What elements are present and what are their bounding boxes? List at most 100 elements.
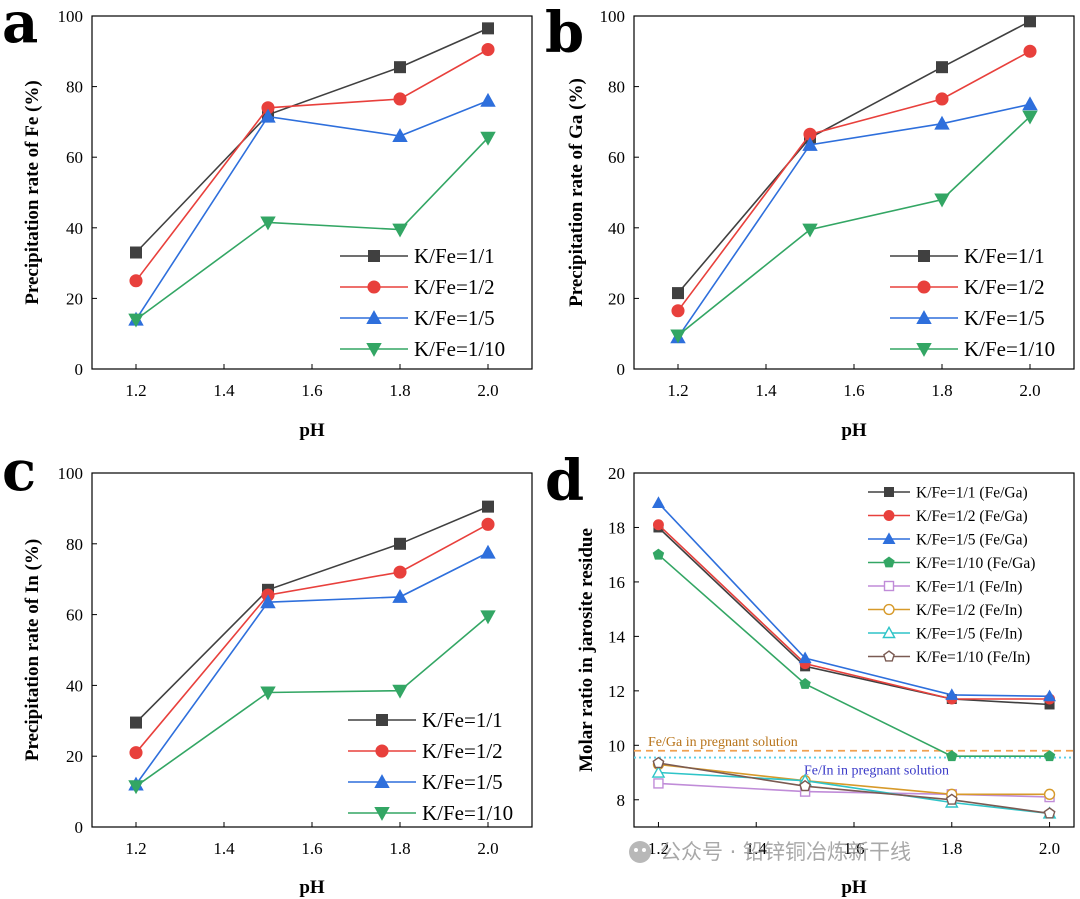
legend-marker xyxy=(367,280,381,294)
chart-panel-d: 8 10 12 14 16 18 20 1.2 1.4 1.6 1.8 2.0 pH Molar rati… xyxy=(576,464,1075,898)
data-point xyxy=(799,677,811,689)
x-tick-label: 1.2 xyxy=(667,381,688,400)
data-point xyxy=(128,313,144,328)
legend-marker xyxy=(882,625,896,639)
legend-marker xyxy=(883,603,895,616)
data-point xyxy=(936,61,948,74)
legend-label: K/Fe=1/10 xyxy=(414,337,505,361)
series-line xyxy=(135,505,489,724)
series-line xyxy=(658,771,1050,815)
watermark-text: 公众号 · 铅锌铜冶炼新干线 xyxy=(660,840,911,864)
y-tick-label: 0 xyxy=(75,818,84,837)
y-tick-label: 20 xyxy=(66,747,83,766)
wechat-icon-eye-right xyxy=(642,848,646,852)
legend-marker xyxy=(916,310,932,324)
data-point xyxy=(128,780,144,795)
x-tick-label: 1.8 xyxy=(931,381,952,400)
data-point xyxy=(1043,689,1057,702)
y-tick-label: 10 xyxy=(608,736,625,755)
legend-marker xyxy=(375,744,389,758)
x-tick-label: 1.8 xyxy=(941,839,962,858)
legend-label: K/Fe=1/5 (Fe/Ga) xyxy=(916,532,1028,549)
data-point xyxy=(1023,44,1037,58)
data-point xyxy=(392,128,408,143)
panel-letter-d: d xyxy=(545,448,584,514)
data-point xyxy=(946,750,958,762)
data-point xyxy=(1043,788,1056,800)
legend-marker xyxy=(374,807,390,821)
legend-label: K/Fe=1/1 xyxy=(422,708,503,732)
data-point xyxy=(934,193,950,208)
legend-marker xyxy=(368,250,380,262)
x-tick-label: 1.6 xyxy=(843,839,864,858)
data-point xyxy=(480,92,496,107)
series-line xyxy=(657,524,1050,700)
data-point xyxy=(129,274,143,288)
x-tick-label: 2.0 xyxy=(1039,839,1060,858)
x-axis-title: pH xyxy=(299,420,325,441)
data-point xyxy=(671,304,685,318)
legend-label: K/Fe=1/10 (Fe/Ga) xyxy=(916,555,1035,572)
legend-label: K/Fe=1/2 xyxy=(964,275,1045,299)
series-line xyxy=(677,50,1031,312)
y-tick-label: 20 xyxy=(608,289,625,308)
x-tick-label: 1.4 xyxy=(213,381,235,400)
data-point xyxy=(481,517,495,531)
data-point xyxy=(670,329,686,344)
chart-panel-c: 0 20 40 60 80 100 1.2 1.4 1.6 1.8 2.0 pH Precipitati… xyxy=(22,464,533,898)
y-tick-label: 80 xyxy=(66,535,83,554)
data-point xyxy=(651,765,666,778)
y-tick-label: 60 xyxy=(608,148,625,167)
legend-label: K/Fe=1/5 (Fe/In) xyxy=(916,626,1022,643)
series-line xyxy=(657,554,1050,758)
data-point xyxy=(653,778,664,789)
data-point xyxy=(1024,15,1036,28)
data-point xyxy=(945,793,958,805)
x-tick-label: 2.0 xyxy=(477,381,498,400)
y-tick-label: 40 xyxy=(66,676,83,695)
y-axis-title: Precipitation rate of In (%) xyxy=(22,539,43,761)
y-tick-label: 0 xyxy=(617,360,626,379)
series-line xyxy=(135,551,489,785)
series-line xyxy=(135,523,489,754)
series-line xyxy=(135,27,489,254)
legend-marker xyxy=(883,580,895,592)
legend-marker xyxy=(917,280,931,294)
legend-label: K/Fe=1/5 xyxy=(422,770,503,794)
data-point xyxy=(481,42,495,57)
data-point xyxy=(393,565,407,579)
legend-marker xyxy=(916,343,932,357)
y-tick-label: 40 xyxy=(66,219,83,238)
series-line xyxy=(135,99,489,321)
legend-label: K/Fe=1/10 (Fe/In) xyxy=(916,649,1030,666)
data-point xyxy=(394,61,406,74)
y-tick-label: 80 xyxy=(66,78,83,97)
y-tick-label: 60 xyxy=(66,148,83,167)
data-point xyxy=(935,92,949,106)
data-point xyxy=(480,544,496,559)
series-line xyxy=(135,137,489,321)
data-point xyxy=(260,686,276,701)
y-tick-label: 100 xyxy=(58,7,84,26)
data-point xyxy=(1043,807,1056,819)
series-line xyxy=(657,526,1050,706)
x-tick-label: 1.2 xyxy=(125,381,146,400)
y-tick-label: 20 xyxy=(66,289,83,308)
x-axis-title: pH xyxy=(299,877,325,898)
x-tick-label: 1.4 xyxy=(213,839,235,858)
x-tick-label: 1.4 xyxy=(755,381,777,400)
data-point xyxy=(482,500,494,513)
reference-line-label: Fe/Ga in pregnant solution xyxy=(648,735,798,750)
chart-panel-a: 0 20 40 60 80 100 1.2 1.4 1.6 1.8 2.0 pH Precipitati… xyxy=(22,7,533,441)
series-line xyxy=(135,48,489,282)
legend-label: K/Fe=1/2 (Fe/Ga) xyxy=(916,508,1028,525)
data-point xyxy=(260,216,276,231)
wechat-icon xyxy=(629,841,651,863)
data-point xyxy=(652,756,665,769)
data-point xyxy=(799,779,812,792)
legend-marker xyxy=(376,714,388,726)
chart-panel-b: 0 20 40 60 80 100 1.2 1.4 1.6 1.8 2.0 pH Precipitati… xyxy=(566,7,1075,441)
y-tick-label: 60 xyxy=(66,606,83,625)
x-tick-label: 1.8 xyxy=(389,381,410,400)
panel-letter-a: a xyxy=(2,0,38,56)
